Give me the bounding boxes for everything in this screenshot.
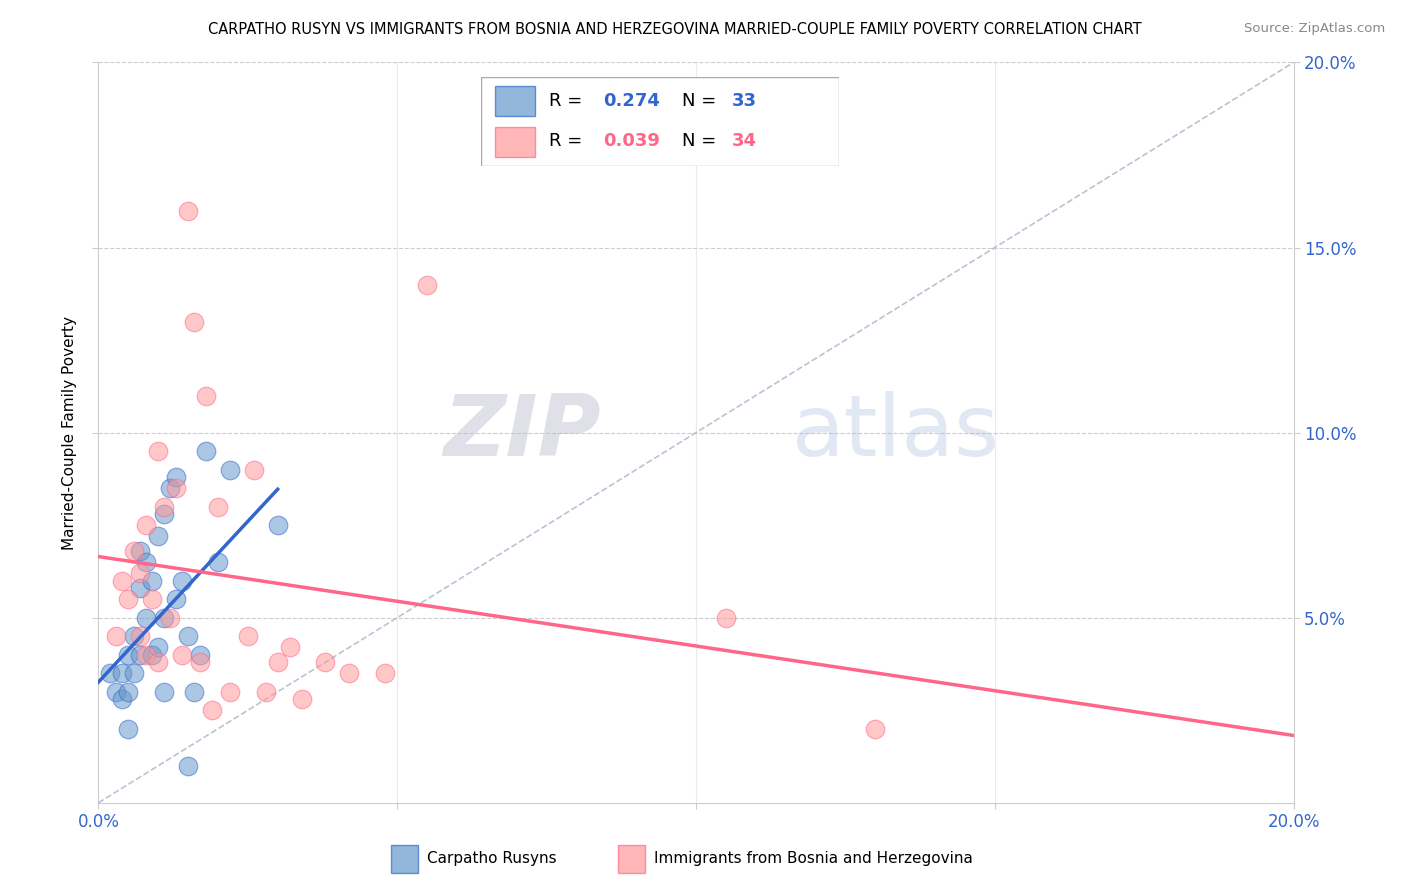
Point	[153, 685, 176, 699]
Point	[129, 648, 152, 662]
Point	[865, 722, 887, 736]
Text: ZIP: ZIP	[443, 391, 600, 475]
Point	[111, 574, 134, 588]
Point	[98, 666, 122, 681]
Text: Immigrants from Bosnia and Herzegovina: Immigrants from Bosnia and Herzegovina	[654, 851, 973, 866]
Point	[278, 640, 301, 655]
Point	[117, 685, 139, 699]
Point	[183, 685, 205, 699]
Point	[111, 666, 134, 681]
Point	[177, 203, 200, 218]
Point	[416, 277, 439, 292]
Point	[219, 462, 242, 476]
Point	[135, 518, 157, 533]
Point	[141, 648, 163, 662]
Point	[117, 648, 139, 662]
Point	[236, 629, 259, 643]
Point	[129, 566, 152, 581]
Point	[153, 507, 176, 521]
FancyBboxPatch shape	[619, 845, 644, 873]
Point	[201, 703, 224, 717]
Point	[117, 592, 139, 607]
Point	[207, 555, 229, 569]
Point	[148, 444, 170, 458]
Point	[165, 481, 187, 495]
Point	[148, 640, 170, 655]
Point	[254, 685, 277, 699]
Text: CARPATHO RUSYN VS IMMIGRANTS FROM BOSNIA AND HERZEGOVINA MARRIED-COUPLE FAMILY P: CARPATHO RUSYN VS IMMIGRANTS FROM BOSNIA…	[208, 22, 1142, 37]
Point	[105, 685, 128, 699]
Point	[188, 655, 211, 669]
Point	[159, 610, 181, 624]
FancyBboxPatch shape	[391, 845, 418, 873]
Point	[339, 666, 361, 681]
Point	[159, 481, 181, 495]
Point	[129, 629, 152, 643]
Point	[153, 500, 176, 514]
Point	[141, 574, 163, 588]
Point	[219, 685, 242, 699]
Point	[105, 629, 128, 643]
Point	[315, 655, 337, 669]
Point	[124, 666, 146, 681]
Point	[165, 470, 187, 484]
Point	[291, 692, 314, 706]
Point	[153, 610, 176, 624]
Point	[183, 314, 205, 328]
Point	[124, 629, 146, 643]
Point	[267, 518, 290, 533]
Point	[165, 592, 187, 607]
Point	[135, 555, 157, 569]
Point	[129, 581, 152, 595]
Point	[172, 574, 194, 588]
Point	[135, 648, 157, 662]
Text: Source: ZipAtlas.com: Source: ZipAtlas.com	[1244, 22, 1385, 36]
Point	[195, 444, 218, 458]
Point	[243, 462, 266, 476]
Point	[195, 388, 218, 402]
Point	[177, 758, 200, 772]
Point	[714, 610, 737, 624]
Point	[374, 666, 396, 681]
Point	[129, 544, 152, 558]
Point	[111, 692, 134, 706]
Point	[148, 655, 170, 669]
Point	[172, 648, 194, 662]
Y-axis label: Married-Couple Family Poverty: Married-Couple Family Poverty	[62, 316, 77, 549]
Point	[124, 544, 146, 558]
Text: Carpatho Rusyns: Carpatho Rusyns	[427, 851, 557, 866]
Point	[188, 648, 211, 662]
Point	[177, 629, 200, 643]
Point	[207, 500, 229, 514]
Point	[267, 655, 290, 669]
Text: atlas: atlas	[792, 391, 1000, 475]
Point	[148, 529, 170, 543]
Point	[135, 610, 157, 624]
Point	[117, 722, 139, 736]
Point	[141, 592, 163, 607]
